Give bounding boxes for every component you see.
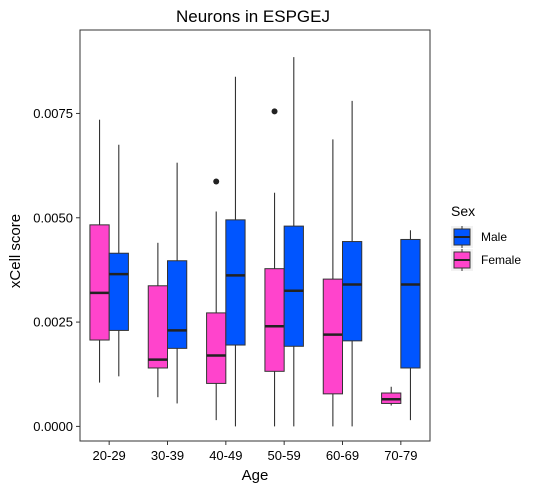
- x-axis-title: Age: [242, 467, 269, 484]
- box-female-50-59: [264, 108, 285, 427]
- chart-title: Neurons in ESPGEJ: [176, 7, 330, 26]
- box-male-50-59: [283, 57, 304, 427]
- x-tick-label: 40-49: [209, 448, 242, 463]
- legend: Sex Male Female: [451, 203, 521, 271]
- box-male-30-39: [167, 162, 188, 404]
- outlier-point: [213, 178, 220, 185]
- x-tick-label: 20-29: [93, 448, 126, 463]
- plot-panel: [79, 29, 431, 442]
- box-iqr: [342, 241, 363, 342]
- legend-item-female: Female: [451, 249, 521, 271]
- x-axis: 20-29 30-39 40-49 50-59 60-69 70-79: [93, 441, 417, 463]
- legend-item-male: Male: [451, 226, 507, 248]
- x-tick-label: 30-39: [151, 448, 184, 463]
- legend-title: Sex: [451, 203, 475, 219]
- box-male-20-29: [108, 144, 129, 377]
- box-iqr: [147, 285, 168, 369]
- box-iqr: [400, 238, 421, 369]
- y-tick-label: 0.0025: [33, 315, 73, 330]
- y-tick-label: 0.0050: [33, 210, 73, 225]
- x-tick-label: 60-69: [326, 448, 359, 463]
- y-tick-label: 0.0000: [33, 419, 73, 434]
- box-iqr: [206, 312, 227, 384]
- box-iqr: [167, 260, 188, 349]
- box-male-60-69: [342, 100, 363, 427]
- box-iqr: [89, 224, 110, 341]
- x-tick-label: 50-59: [268, 448, 301, 463]
- boxplot-series: [89, 57, 421, 427]
- box-iqr: [225, 219, 246, 346]
- box-female-20-29: [89, 119, 110, 383]
- legend-label-female: Female: [481, 253, 521, 267]
- outlier-point: [271, 108, 278, 115]
- box-iqr: [264, 268, 285, 372]
- x-tick-label: 70-79: [384, 448, 417, 463]
- box-iqr: [108, 252, 129, 331]
- box-female-70-79: [381, 386, 402, 406]
- legend-label-male: Male: [481, 230, 507, 244]
- box-male-70-79: [400, 230, 421, 421]
- box-female-40-49: [206, 178, 227, 421]
- box-male-40-49: [225, 76, 246, 427]
- y-axis-title: xCell score: [7, 214, 24, 288]
- box-female-60-69: [322, 139, 343, 427]
- y-axis: 0.0000 0.0025 0.0050 0.0075: [33, 106, 80, 434]
- y-tick-label: 0.0075: [33, 106, 73, 121]
- box-iqr: [322, 278, 343, 395]
- box-iqr: [283, 225, 304, 347]
